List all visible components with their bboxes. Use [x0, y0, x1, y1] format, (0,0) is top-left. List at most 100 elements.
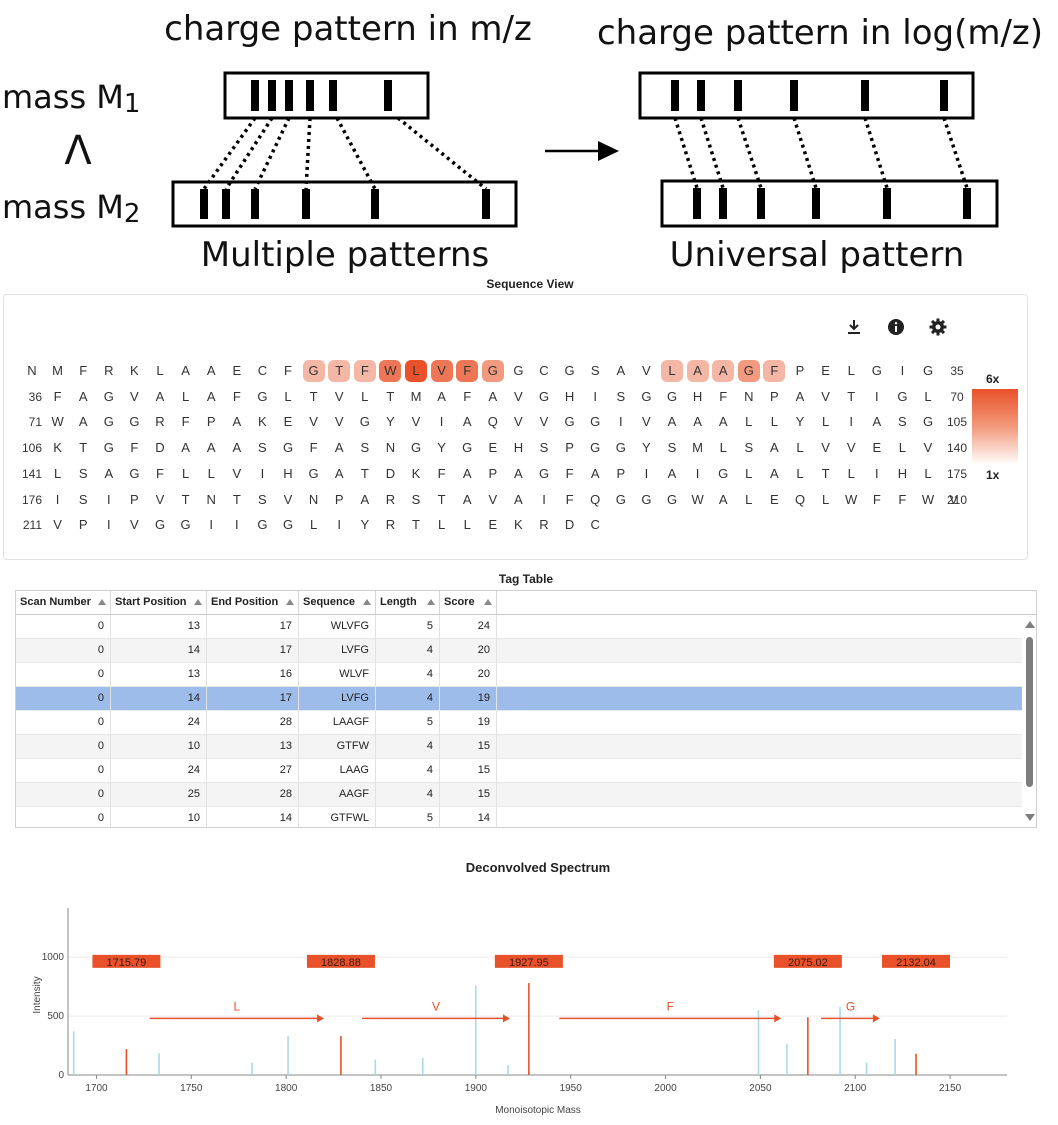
- table-row[interactable]: 0 14 17 LVFG 4 19: [16, 687, 1024, 711]
- sequence-residue[interactable]: F: [463, 388, 472, 404]
- sequence-residue[interactable]: G: [718, 465, 729, 481]
- sequence-residue[interactable]: P: [565, 440, 574, 456]
- sequence-residue[interactable]: A: [360, 491, 370, 507]
- sequence-residue[interactable]: L: [745, 491, 753, 507]
- sequence-residue[interactable]: N: [308, 491, 319, 507]
- sequence-residue[interactable]: V: [821, 388, 830, 404]
- sequence-residue[interactable]: A: [795, 388, 805, 404]
- sequence-residue[interactable]: K: [258, 414, 267, 430]
- sequence-residue[interactable]: A: [770, 465, 779, 481]
- sequence-residue[interactable]: A: [488, 388, 498, 404]
- sequence-residue[interactable]: L: [405, 360, 427, 382]
- settings-icon[interactable]: [928, 317, 948, 337]
- sequence-residue[interactable]: T: [309, 388, 318, 404]
- sequence-residue[interactable]: A: [206, 440, 216, 456]
- sequence-residue[interactable]: M: [692, 440, 704, 456]
- sequence-residue[interactable]: S: [411, 491, 421, 507]
- sequence-residue[interactable]: A: [514, 465, 523, 481]
- sequence-residue[interactable]: P: [78, 517, 88, 533]
- sequence-residue[interactable]: G: [513, 363, 524, 378]
- sequence-residue[interactable]: V: [949, 491, 958, 507]
- sequence-residue[interactable]: A: [718, 414, 728, 430]
- sequence-residue[interactable]: A: [437, 388, 446, 404]
- sequence-residue[interactable]: G: [922, 363, 934, 378]
- sequence-residue[interactable]: V: [53, 517, 62, 533]
- sequence-residue[interactable]: L: [924, 465, 932, 481]
- sequence-residue[interactable]: T: [360, 465, 369, 481]
- sequence-residue[interactable]: F: [53, 388, 62, 404]
- column-header[interactable]: Length: [376, 591, 440, 614]
- sequence-residue[interactable]: Y: [386, 414, 395, 430]
- sequence-residue[interactable]: G: [897, 388, 908, 404]
- sequence-residue[interactable]: G: [257, 517, 268, 533]
- sequence-residue[interactable]: F: [872, 491, 881, 507]
- sequence-residue[interactable]: F: [309, 440, 318, 456]
- sequence-residue[interactable]: L: [181, 465, 190, 481]
- sort-arrow-icon[interactable]: [427, 599, 435, 605]
- sequence-residue[interactable]: G: [590, 414, 601, 430]
- sequence-residue[interactable]: F: [79, 363, 88, 378]
- sequence-residue[interactable]: T: [232, 491, 241, 507]
- sequence-residue[interactable]: G: [180, 517, 191, 533]
- sequence-residue[interactable]: A: [232, 414, 242, 430]
- sequence-residue[interactable]: L: [745, 465, 753, 481]
- sequence-residue[interactable]: L: [284, 388, 292, 404]
- sequence-residue[interactable]: A: [155, 388, 165, 404]
- sequence-residue[interactable]: Y: [642, 440, 651, 456]
- sequence-residue[interactable]: W: [845, 491, 858, 507]
- info-icon[interactable]: [886, 317, 906, 337]
- sequence-residue[interactable]: E: [488, 517, 498, 533]
- sequence-residue[interactable]: L: [207, 465, 215, 481]
- sequence-residue[interactable]: I: [695, 465, 700, 481]
- table-scrollbar[interactable]: [1022, 615, 1036, 827]
- sequence-residue[interactable]: P: [616, 465, 626, 481]
- sequence-residue[interactable]: T: [847, 388, 856, 404]
- sequence-residue[interactable]: F: [565, 491, 574, 507]
- table-row[interactable]: 0 24 28 LAAGF 5 19: [16, 711, 1024, 735]
- sequence-residue[interactable]: A: [514, 491, 523, 507]
- sequence-residue[interactable]: G: [737, 360, 760, 382]
- sequence-residue[interactable]: C: [257, 363, 268, 378]
- sequence-residue[interactable]: K: [130, 363, 139, 378]
- sequence-residue[interactable]: S: [616, 388, 626, 404]
- sequence-residue[interactable]: T: [181, 491, 190, 507]
- sequence-residue[interactable]: R: [155, 414, 165, 430]
- sequence-residue[interactable]: P: [770, 388, 779, 404]
- sequence-residue[interactable]: P: [795, 363, 805, 378]
- sequence-residue[interactable]: G: [615, 491, 626, 507]
- sequence-residue[interactable]: R: [539, 517, 549, 533]
- sequence-residue[interactable]: L: [796, 465, 804, 481]
- sequence-residue[interactable]: S: [258, 440, 267, 456]
- sequence-residue[interactable]: A: [181, 440, 190, 456]
- sequence-residue[interactable]: A: [181, 363, 190, 378]
- sequence-residue[interactable]: H: [564, 388, 575, 404]
- sequence-residue[interactable]: A: [616, 363, 626, 378]
- sequence-residue[interactable]: G: [462, 440, 473, 456]
- sequence-residue[interactable]: A: [712, 360, 735, 382]
- sequence-residue[interactable]: V: [539, 414, 549, 430]
- sequence-residue[interactable]: G: [359, 414, 370, 430]
- sequence-residue[interactable]: E: [872, 440, 882, 456]
- sequence-residue[interactable]: I: [106, 491, 111, 507]
- sequence-residue[interactable]: H: [283, 465, 293, 481]
- sequence-residue[interactable]: L: [156, 363, 164, 378]
- sequence-residue[interactable]: G: [590, 440, 601, 456]
- sequence-residue[interactable]: A: [334, 440, 344, 456]
- sequence-residue[interactable]: F: [156, 465, 164, 481]
- sequence-residue[interactable]: E: [283, 414, 293, 430]
- sequence-residue[interactable]: T: [412, 517, 420, 533]
- sequence-residue[interactable]: I: [234, 517, 239, 533]
- sequence-residue[interactable]: A: [78, 388, 88, 404]
- sequence-residue[interactable]: V: [283, 491, 293, 507]
- sequence-residue[interactable]: G: [922, 414, 934, 430]
- table-row[interactable]: 0 25 28 AAGF 4 15: [16, 783, 1024, 807]
- sequence-residue[interactable]: D: [385, 465, 396, 481]
- sequence-residue[interactable]: G: [666, 491, 678, 507]
- sequence-residue[interactable]: A: [667, 465, 677, 481]
- sequence-residue[interactable]: G: [129, 465, 140, 481]
- sequence-residue[interactable]: V: [642, 363, 651, 378]
- sequence-residue[interactable]: R: [385, 491, 396, 507]
- sequence-residue[interactable]: P: [488, 465, 498, 481]
- sequence-residue[interactable]: A: [232, 440, 242, 456]
- sequence-residue[interactable]: V: [846, 440, 856, 456]
